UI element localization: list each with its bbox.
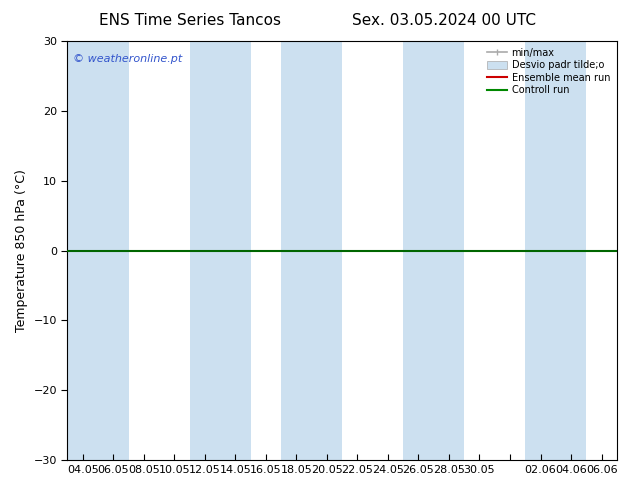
Bar: [281, 41, 342, 460]
Bar: [526, 41, 586, 460]
Legend: min/max, Desvio padr tilde;o, Ensemble mean run, Controll run: min/max, Desvio padr tilde;o, Ensemble m…: [485, 46, 612, 97]
Y-axis label: Temperature 850 hPa (°C): Temperature 850 hPa (°C): [15, 169, 28, 332]
Text: Sex. 03.05.2024 00 UTC: Sex. 03.05.2024 00 UTC: [352, 13, 536, 28]
Bar: [67, 41, 129, 460]
Bar: [403, 41, 464, 460]
Text: ENS Time Series Tancos: ENS Time Series Tancos: [99, 13, 281, 28]
Bar: [190, 41, 250, 460]
Text: © weatheronline.pt: © weatheronline.pt: [73, 53, 182, 64]
